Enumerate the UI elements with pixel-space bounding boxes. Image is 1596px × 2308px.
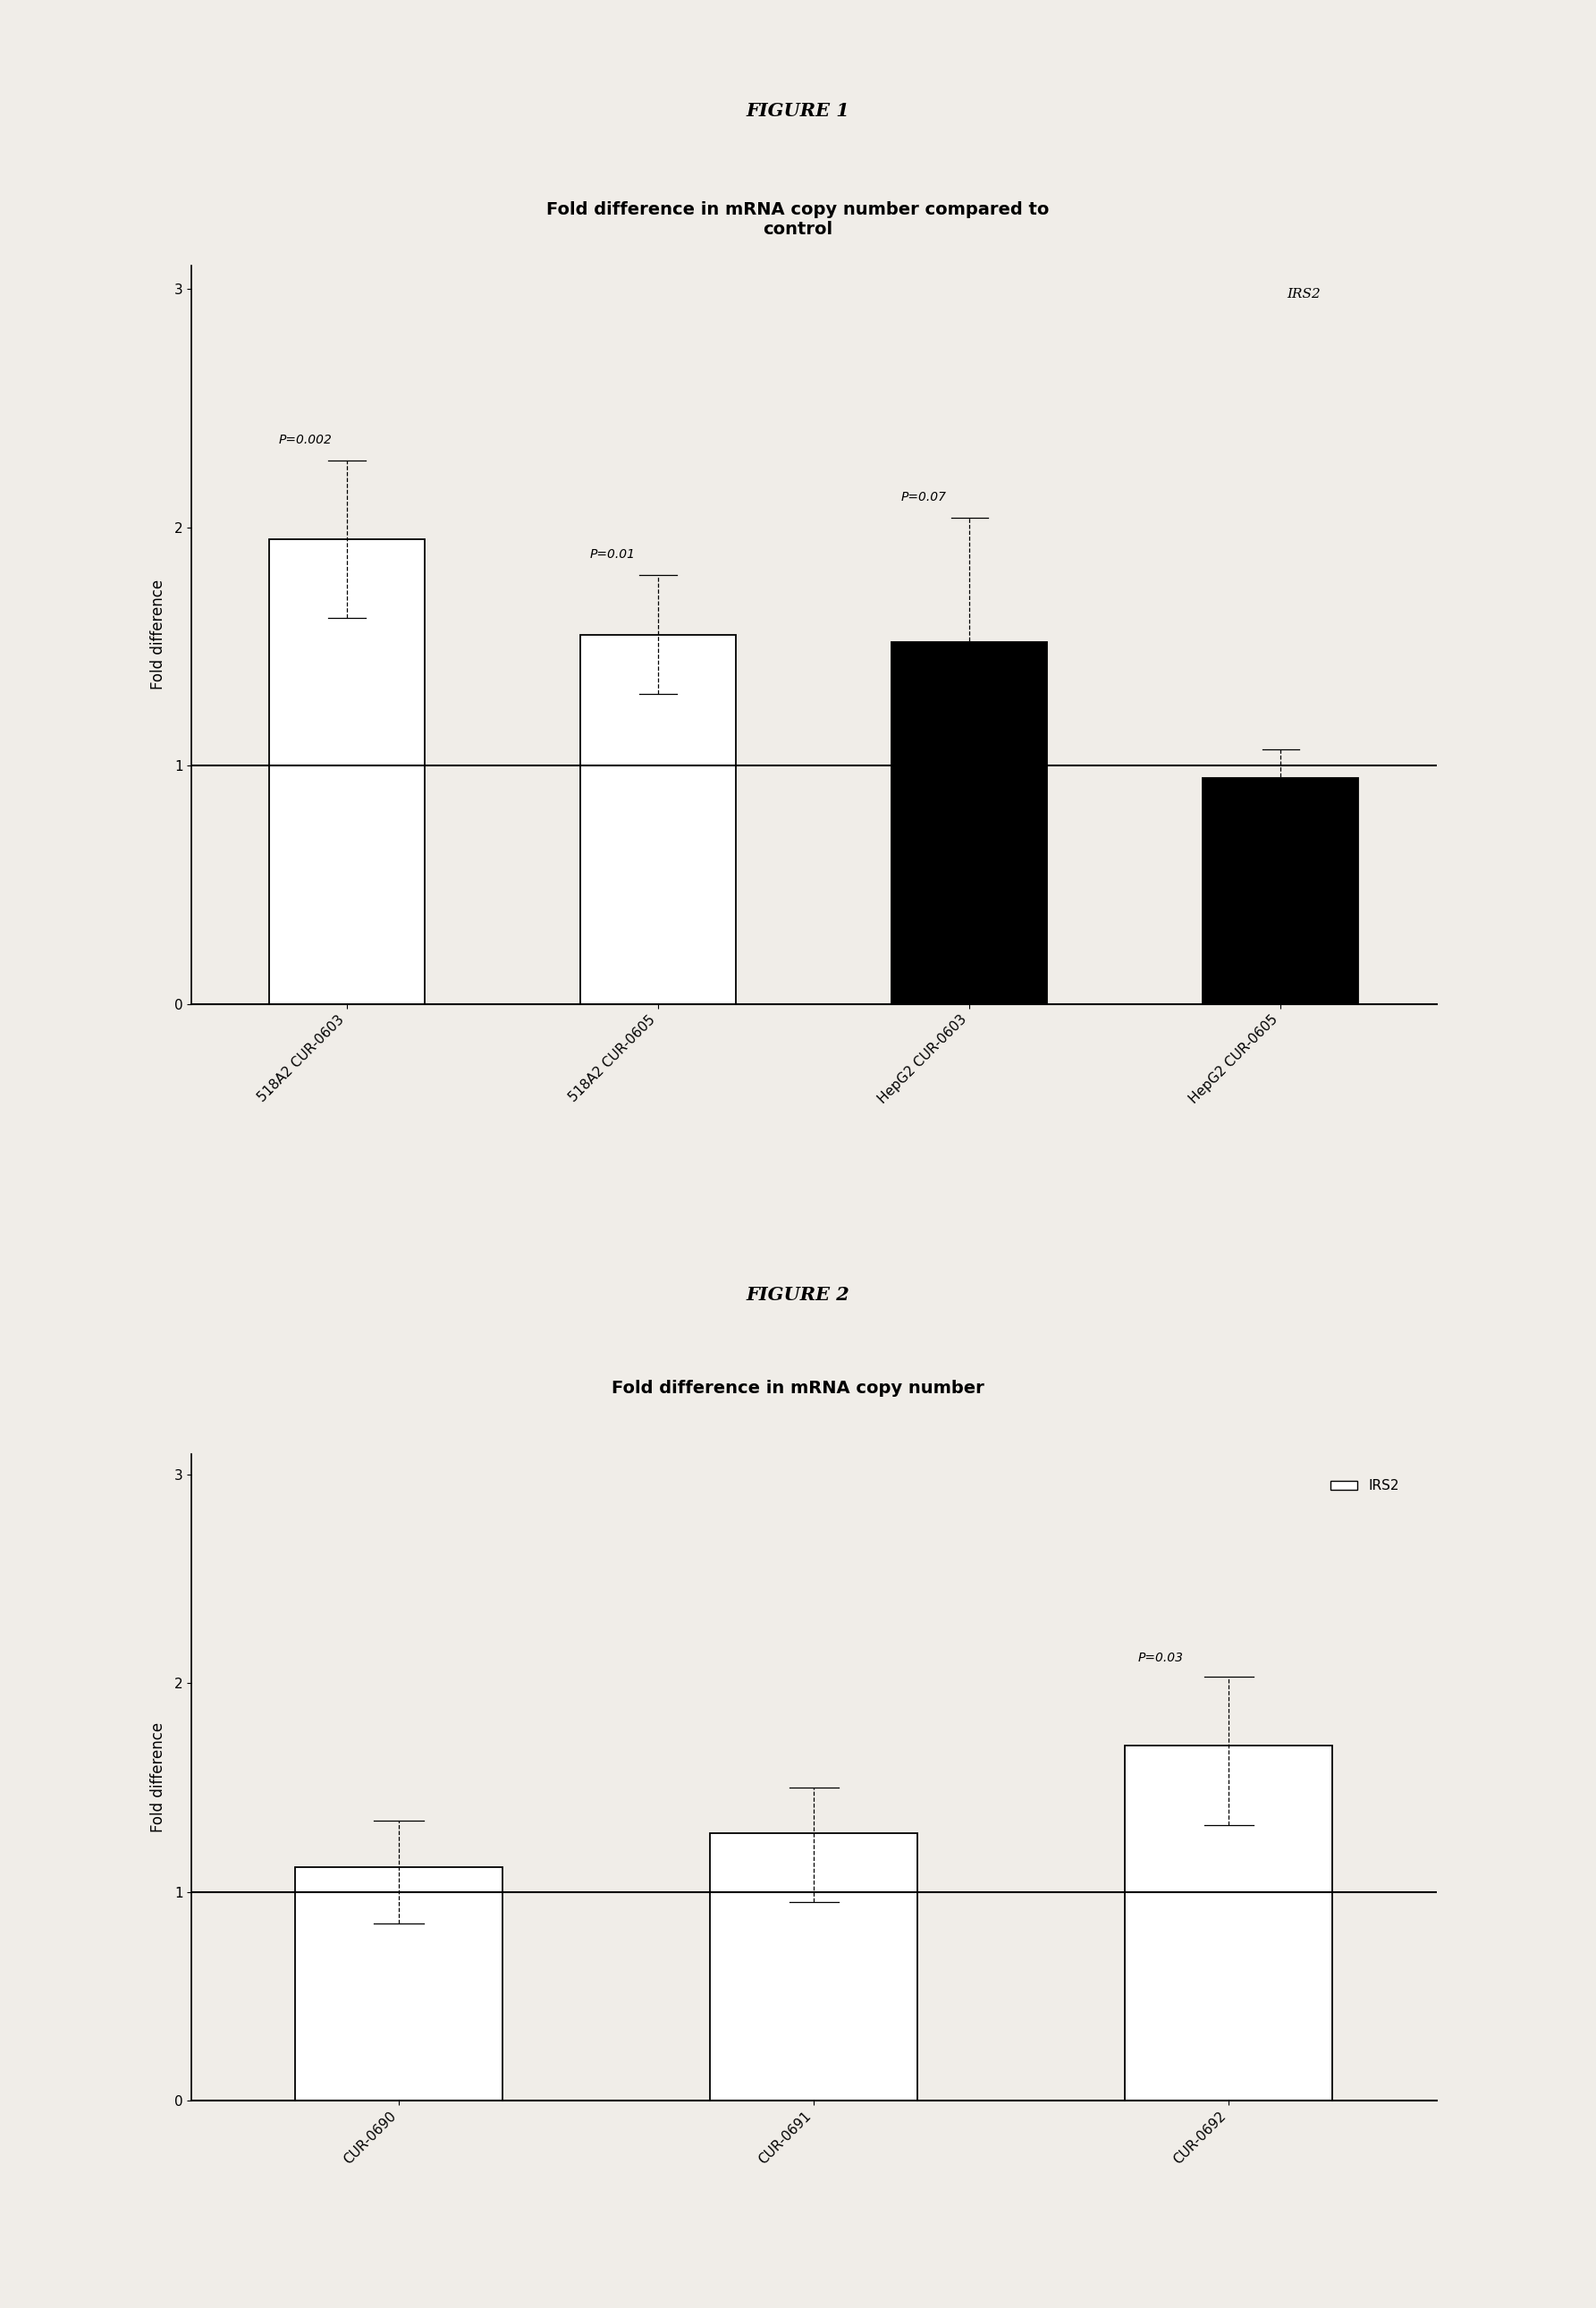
- Bar: [1125, 1745, 1333, 2100]
- Bar: [1203, 778, 1358, 1004]
- Text: Fold difference in mRNA copy number compared to
control: Fold difference in mRNA copy number comp…: [546, 201, 1050, 238]
- Text: FIGURE 1: FIGURE 1: [747, 102, 849, 120]
- Bar: [295, 1867, 503, 2100]
- Text: Fold difference in mRNA copy number: Fold difference in mRNA copy number: [611, 1380, 985, 1396]
- Text: P=0.07: P=0.07: [902, 492, 946, 503]
- Text: FIGURE 2: FIGURE 2: [747, 1286, 849, 1304]
- Bar: [270, 540, 425, 1004]
- Bar: [581, 635, 736, 1004]
- Text: P=0.01: P=0.01: [591, 549, 635, 561]
- Y-axis label: Fold difference: Fold difference: [150, 579, 166, 690]
- Text: P=0.03: P=0.03: [1138, 1653, 1183, 1664]
- Text: P=0.002: P=0.002: [279, 434, 332, 445]
- Bar: [892, 642, 1047, 1004]
- Text: IRS2: IRS2: [1286, 288, 1321, 300]
- Y-axis label: Fold difference: Fold difference: [150, 1722, 166, 1833]
- Bar: [710, 1833, 918, 2100]
- Legend: IRS2: IRS2: [1325, 1475, 1404, 1498]
